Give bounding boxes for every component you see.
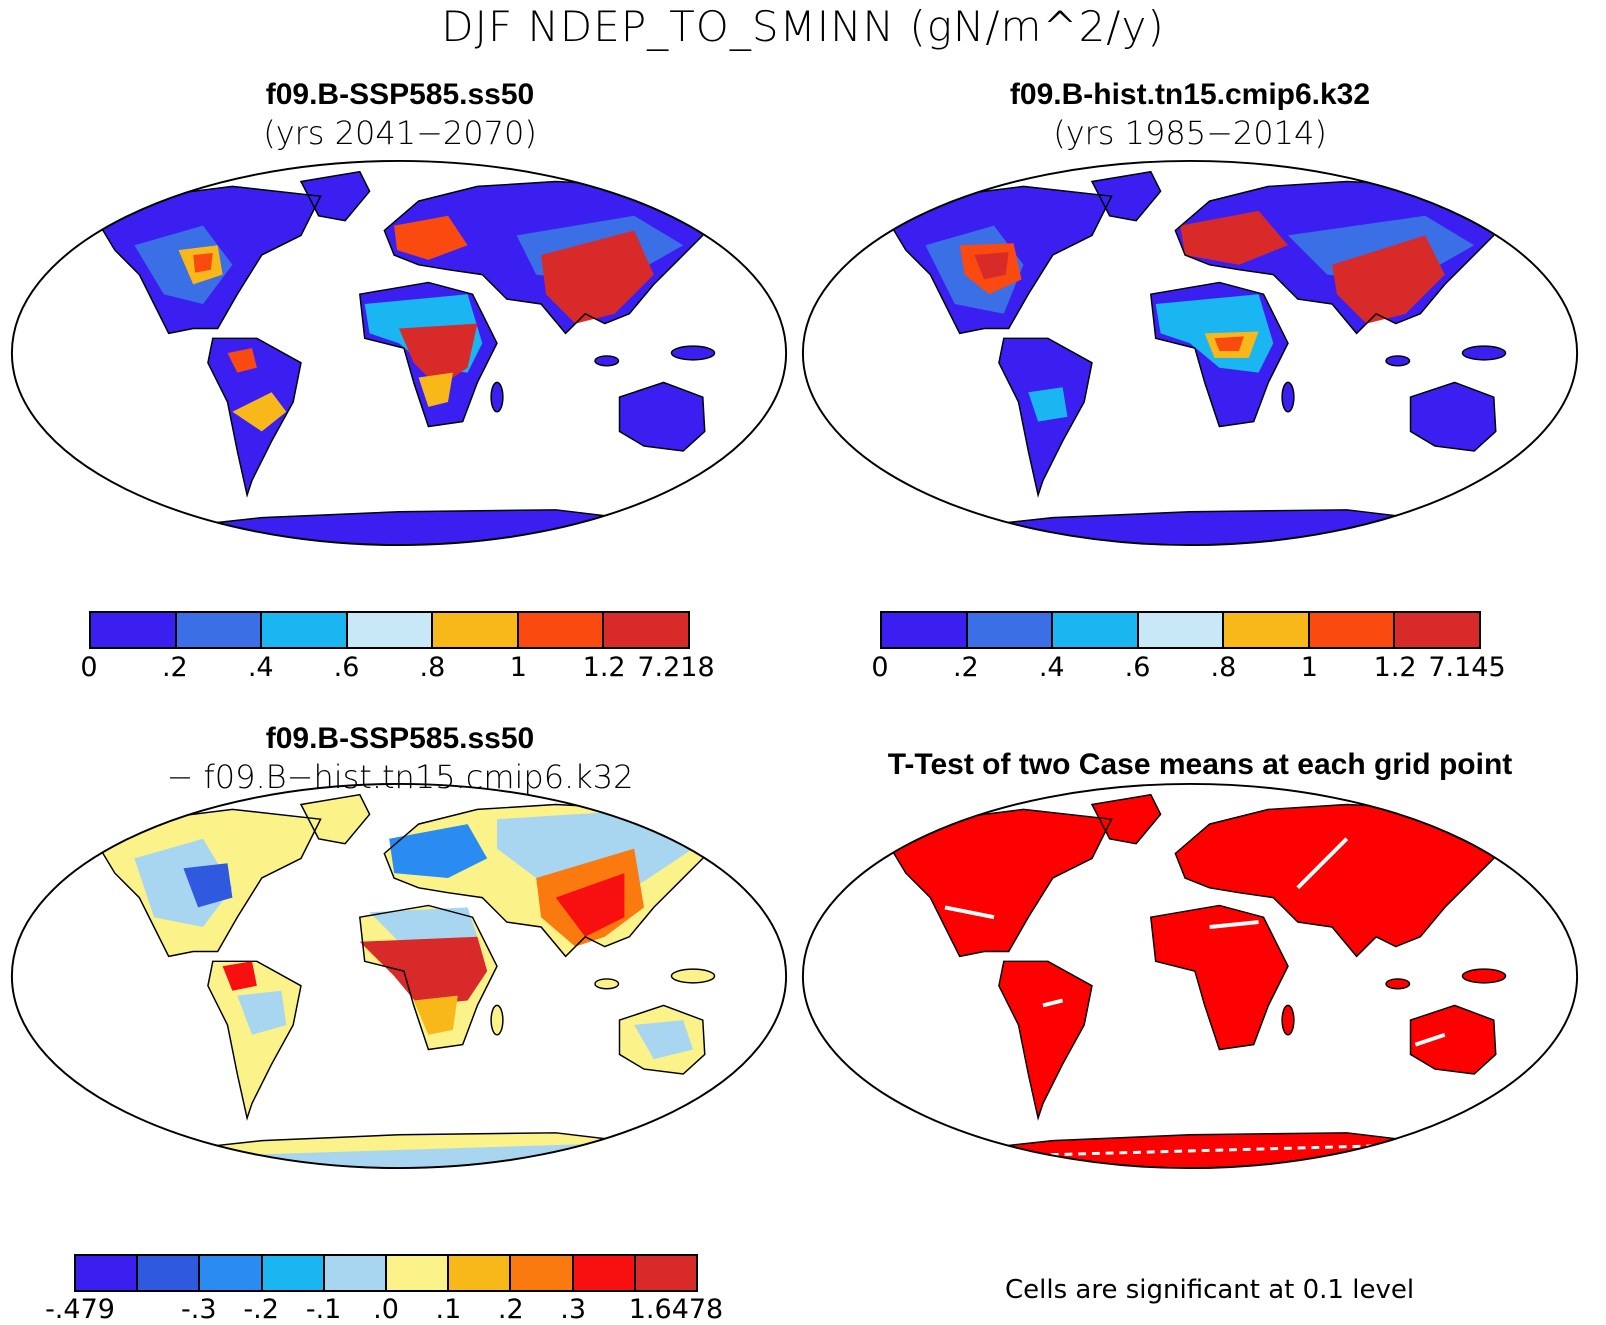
colorbar-tick-label: 7.218 bbox=[637, 652, 715, 683]
colorbar-tick-label: .6 bbox=[1124, 652, 1151, 683]
colorbar-box bbox=[1138, 613, 1225, 647]
case-name: f09.B-SSP585.ss50 bbox=[265, 78, 535, 111]
colorbar-box bbox=[511, 1256, 574, 1290]
colorbar-box bbox=[518, 613, 605, 647]
colorbar-top-left bbox=[89, 611, 690, 649]
colorbar-box bbox=[76, 1256, 139, 1290]
colorbar-tick-label: 1.6478 bbox=[628, 1294, 724, 1325]
colorbar-tick-label: .1 bbox=[435, 1294, 462, 1325]
colorbar-labels-bottom-left: -.479 -.3 -.2 -.1 .0 .1 .2 .3 1.6478 bbox=[45, 1294, 723, 1325]
colorbar-tick-label: .0 bbox=[373, 1294, 399, 1325]
colorbar-tick-label: .6 bbox=[333, 652, 360, 683]
year-range: (yrs 2041−2070) bbox=[263, 114, 537, 152]
colorbar-tick-label: 1.2 bbox=[582, 652, 626, 683]
colorbar-labels-top-left: 0 .2 .4 .6 .8 1 1.2 7.218 bbox=[80, 652, 714, 684]
colorbar-box bbox=[967, 613, 1054, 647]
colorbar-box bbox=[1053, 613, 1139, 647]
colorbar-box bbox=[91, 613, 177, 647]
colorbar-tick-label: .8 bbox=[419, 652, 446, 683]
colorbar-box bbox=[573, 1256, 636, 1290]
colorbar-tick-label: .2 bbox=[497, 1294, 524, 1325]
panel-title-top-right: f09.B-hist.tn15.cmip6.k32 (yrs 1985−2014… bbox=[870, 76, 1510, 152]
colorbar-box bbox=[449, 1256, 512, 1290]
colorbar-box bbox=[387, 1256, 450, 1290]
colorbar-tick-label: -.2 bbox=[243, 1294, 279, 1325]
colorbar-box bbox=[262, 1256, 325, 1290]
colorbar-box bbox=[635, 1256, 697, 1290]
colorbar-labels-top-right: 0 .2 .4 .6 .8 1 1.2 7.145 bbox=[871, 652, 1505, 684]
panel-title-bottom-left: f09.B-SSP585.ss50 − f09.B−hist.tn15.cmip… bbox=[40, 720, 760, 796]
colorbar-tick-label: 1.2 bbox=[1373, 652, 1417, 683]
case-name: f09.B-hist.tn15.cmip6.k32 bbox=[1009, 78, 1371, 111]
colorbar-box bbox=[882, 613, 968, 647]
significance-note: Cells are significant at 0.1 level bbox=[1005, 1275, 1415, 1305]
colorbar-box bbox=[1309, 613, 1396, 647]
colorbar-tick-label: 1 bbox=[509, 652, 527, 683]
colorbar-box bbox=[138, 1256, 201, 1290]
colorbar-box bbox=[262, 613, 348, 647]
colorbar-box bbox=[433, 613, 519, 647]
colorbar-box bbox=[1395, 613, 1480, 647]
colorbar-box bbox=[347, 613, 434, 647]
colorbar-tick-label: -.479 bbox=[45, 1294, 115, 1325]
colorbar-top-right bbox=[880, 611, 1481, 649]
panel-title-top-left: f09.B-SSP585.ss50 (yrs 2041−2070) bbox=[80, 76, 720, 152]
figure-title: DJF NDEP_TO_SMINN (gN/m^2/y) bbox=[441, 2, 1165, 51]
colorbar-tick-label: 1 bbox=[1300, 652, 1318, 683]
colorbar-tick-label: 0 bbox=[871, 652, 889, 683]
colorbar-box bbox=[1224, 613, 1310, 647]
colorbar-box bbox=[176, 613, 263, 647]
panel-title-bottom-right: T-Test of two Case means at each grid po… bbox=[820, 746, 1580, 784]
colorbar-tick-label: .3 bbox=[560, 1294, 587, 1325]
colorbar-tick-label: -.1 bbox=[305, 1294, 342, 1325]
colorbar-tick-label: .8 bbox=[1210, 652, 1237, 683]
colorbar-tick-label: .4 bbox=[1038, 652, 1065, 683]
map-top-right bbox=[801, 159, 1579, 547]
ttest-title: T-Test of two Case means at each grid po… bbox=[887, 748, 1513, 781]
case-name: f09.B-SSP585.ss50 bbox=[265, 722, 535, 755]
colorbar-tick-label: -.3 bbox=[181, 1294, 217, 1325]
colorbar-bottom-left bbox=[74, 1254, 698, 1292]
colorbar-box bbox=[604, 613, 689, 647]
colorbar-box bbox=[200, 1256, 263, 1290]
map-bottom-left bbox=[10, 782, 788, 1170]
colorbar-box bbox=[324, 1256, 388, 1290]
colorbar-tick-label: .2 bbox=[952, 652, 979, 683]
colorbar-tick-label: .4 bbox=[247, 652, 274, 683]
year-range: (yrs 1985−2014) bbox=[1053, 114, 1327, 152]
minus-case: − f09.B−hist.tn15.cmip6.k32 bbox=[166, 758, 634, 796]
colorbar-tick-label: 7.145 bbox=[1428, 652, 1506, 683]
colorbar-tick-label: 0 bbox=[80, 652, 98, 683]
map-bottom-right bbox=[801, 782, 1579, 1170]
map-top-left bbox=[10, 159, 788, 547]
colorbar-tick-label: .2 bbox=[161, 652, 188, 683]
